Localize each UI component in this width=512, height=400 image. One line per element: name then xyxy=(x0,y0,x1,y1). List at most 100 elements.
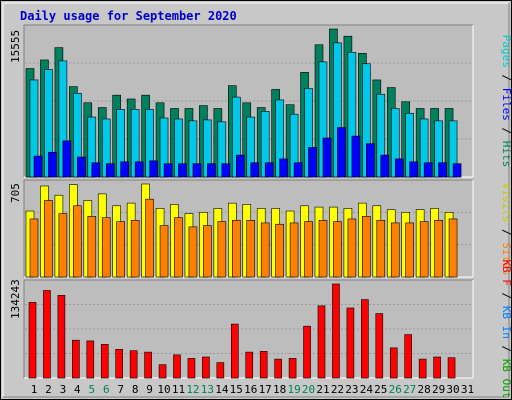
hits-legend-part: / xyxy=(500,121,511,141)
x-tick-day-1: 1 xyxy=(31,383,38,396)
bar-pages-day-28 xyxy=(423,162,433,178)
x-tick-day-16: 16 xyxy=(244,383,257,396)
x-tick-day-20: 20 xyxy=(302,383,315,396)
bar-sites-day-12 xyxy=(188,226,198,278)
x-tick-day-17: 17 xyxy=(259,383,272,396)
bar-sites-day-30 xyxy=(448,218,458,278)
bar-sites-day-23 xyxy=(347,218,357,278)
bar-kb-f-day-25 xyxy=(375,313,384,379)
bar-pages-day-18 xyxy=(279,158,288,178)
bar-kb-f-day-8 xyxy=(129,350,138,379)
x-tick-day-19: 19 xyxy=(287,383,300,396)
visits-legend: Visits / Sites xyxy=(500,183,511,276)
x-tick-day-10: 10 xyxy=(157,383,170,396)
bar-kb-f-day-1 xyxy=(28,302,37,379)
bar-kb-f-day-17 xyxy=(259,351,268,379)
bar-pages-day-19 xyxy=(293,162,303,178)
bar-kb-f-day-30 xyxy=(447,357,456,379)
bar-sites-day-3 xyxy=(58,213,68,278)
x-tick-day-6: 6 xyxy=(103,383,110,396)
x-tick-day-22: 22 xyxy=(331,383,344,396)
x-tick-day-31: 31 xyxy=(461,383,474,396)
bar-sites-day-11 xyxy=(174,217,183,278)
bar-kb-f-day-15 xyxy=(231,323,239,379)
bar-kb-f-day-23 xyxy=(346,307,355,379)
hits-legend-part: Files xyxy=(500,88,511,121)
x-tick-day-25: 25 xyxy=(374,383,387,396)
bar-sites-day-15 xyxy=(232,219,241,278)
bar-sites-day-16 xyxy=(246,219,256,278)
bar-sites-day-25 xyxy=(376,219,386,278)
bar-kb-f-day-16 xyxy=(245,351,254,379)
x-tick-day-4: 4 xyxy=(74,383,81,396)
x-tick-day-13: 13 xyxy=(201,383,214,396)
bar-pages-day-14 xyxy=(221,163,231,178)
bar-pages-day-26 xyxy=(394,158,404,178)
x-tick-day-5: 5 xyxy=(88,383,95,396)
bar-kb-f-day-26 xyxy=(389,347,398,379)
bar-sites-day-22 xyxy=(333,221,342,278)
bar-kb-f-day-19 xyxy=(288,358,297,379)
x-tick-day-24: 24 xyxy=(360,383,374,396)
bar-kb-f-day-9 xyxy=(144,351,152,379)
bar-pages-day-22 xyxy=(337,127,346,178)
hits-legend-part: Pages xyxy=(500,35,511,68)
bar-kb-f-day-14 xyxy=(216,362,225,379)
bar-sites-day-1 xyxy=(29,218,39,278)
bar-pages-day-13 xyxy=(207,163,216,178)
bar-kb-f-day-3 xyxy=(57,295,66,379)
bar-pages-day-15 xyxy=(236,154,245,178)
bar-pages-day-17 xyxy=(264,162,274,178)
bar-kb-f-day-27 xyxy=(404,334,413,379)
x-tick-day-15: 15 xyxy=(230,383,243,396)
bar-sites-day-17 xyxy=(260,222,270,278)
x-tick-day-9: 9 xyxy=(146,383,153,396)
bar-pages-day-11 xyxy=(178,163,187,178)
bar-sites-day-19 xyxy=(289,222,299,278)
x-tick-day-2: 2 xyxy=(45,383,52,396)
bar-pages-day-21 xyxy=(322,137,332,178)
x-tick-day-14: 14 xyxy=(215,383,229,396)
x-tick-day-30: 30 xyxy=(446,383,459,396)
kbytes-legend-part: KB F xyxy=(500,259,511,286)
bar-kb-f-day-22 xyxy=(332,283,340,379)
bar-pages-day-27 xyxy=(409,161,419,178)
bar-kb-f-day-28 xyxy=(418,358,427,379)
bar-kb-f-day-4 xyxy=(72,339,80,379)
bar-pages-day-7 xyxy=(120,161,129,178)
bar-pages-day-2 xyxy=(48,151,57,178)
x-tick-day-28: 28 xyxy=(418,383,431,396)
bar-kb-f-day-11 xyxy=(173,354,181,379)
bar-pages-day-4 xyxy=(77,156,86,178)
bar-pages-day-24 xyxy=(366,143,375,178)
bar-pages-day-25 xyxy=(380,154,390,178)
bars xyxy=(25,28,462,379)
hits-legend: Pages / Files / Hits xyxy=(500,35,511,168)
bar-kb-f-day-29 xyxy=(433,356,441,379)
x-tick-day-12: 12 xyxy=(186,383,199,396)
bar-pages-day-10 xyxy=(163,163,173,178)
kbytes-legend-part: KB Out xyxy=(500,359,511,399)
kbytes-legend-part: KB In xyxy=(500,306,511,339)
x-tick-day-11: 11 xyxy=(172,383,185,396)
visits-legend-part: Visits xyxy=(500,183,511,223)
bar-pages-day-6 xyxy=(105,163,115,178)
visits-legend-part: Sites xyxy=(500,242,511,275)
x-tick-day-18: 18 xyxy=(273,383,286,396)
x-tick-day-21: 21 xyxy=(316,383,329,396)
bar-kb-f-day-21 xyxy=(317,305,326,379)
x-tick-day-3: 3 xyxy=(60,383,67,396)
bar-sites-day-2 xyxy=(44,200,53,278)
kbytes-legend-part: / xyxy=(500,339,511,359)
x-tick-day-27: 27 xyxy=(403,383,416,396)
x-tick-day-29: 29 xyxy=(432,383,445,396)
bar-sites-day-14 xyxy=(217,221,227,278)
bar-sites-day-24 xyxy=(362,216,371,278)
bar-pages-day-23 xyxy=(351,135,361,178)
bar-sites-day-28 xyxy=(419,221,429,278)
visits-legend-part: / xyxy=(500,222,511,242)
kbytes-ymax-label: 134243 xyxy=(9,279,22,319)
